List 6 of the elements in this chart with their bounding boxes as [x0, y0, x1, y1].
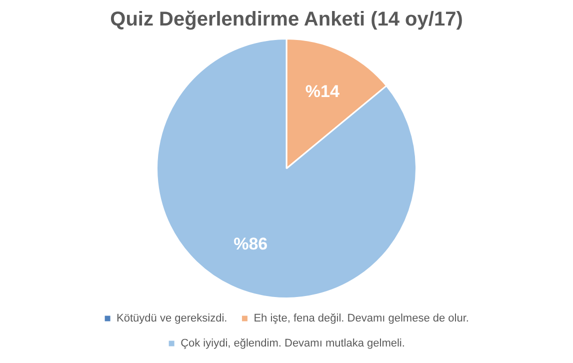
data-label: %86: [234, 234, 268, 254]
chart-title: Quiz Değerlendirme Anketi (14 oy/17): [110, 8, 463, 31]
legend-label: Kötüydü ve gereksizdi.: [116, 312, 228, 325]
legend-label: Çok iyiydi, eğlendim. Devamı mutlaka gelmeli.: [180, 338, 405, 350]
data-label: %14: [305, 82, 340, 101]
legend-label: Eh işte, fena değil. Devamı gelmese de olur.: [254, 312, 469, 325]
